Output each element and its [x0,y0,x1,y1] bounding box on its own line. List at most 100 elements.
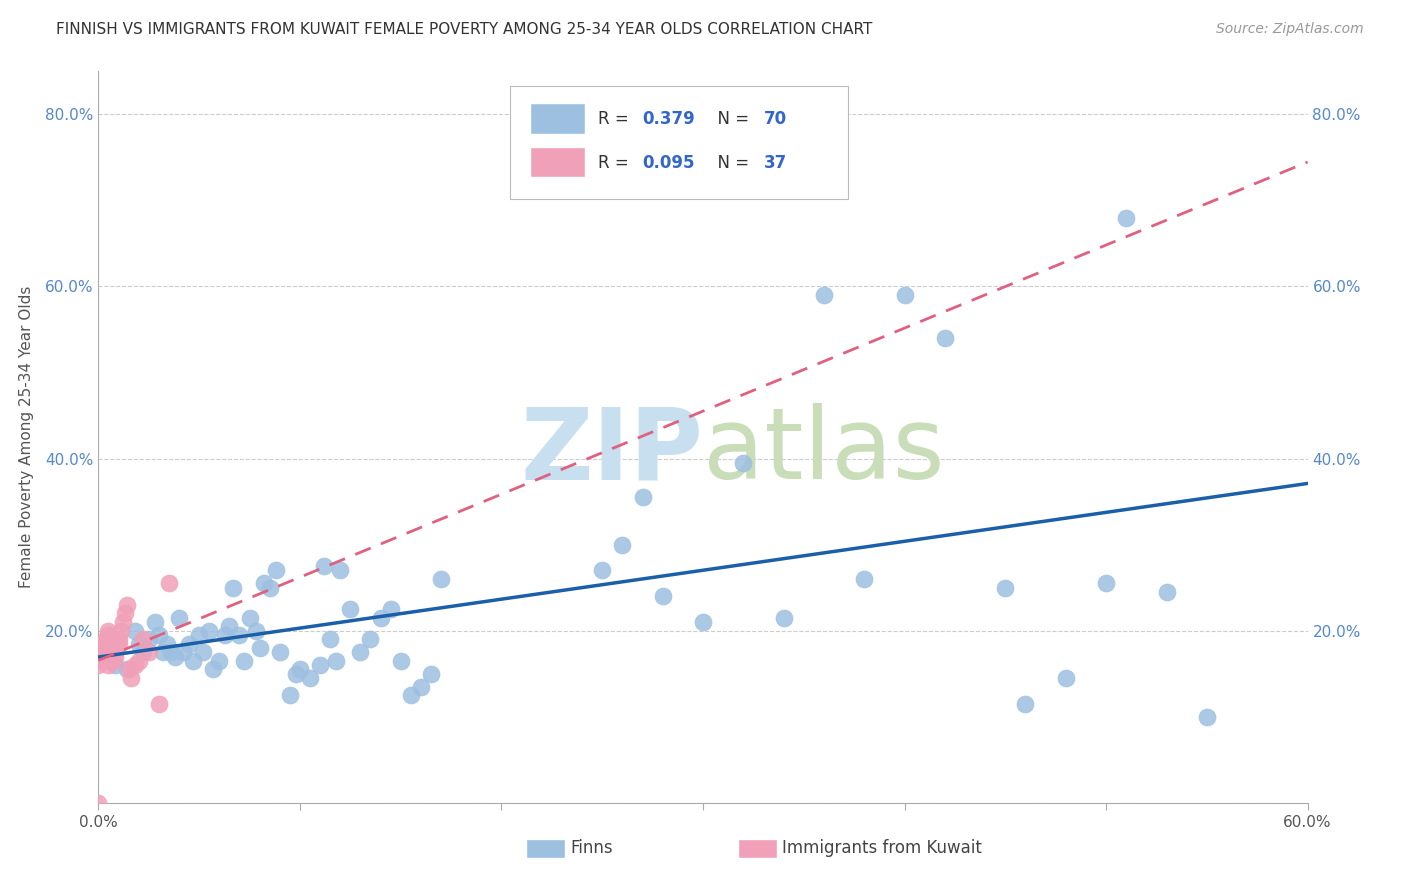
Point [91,640,114,655]
Point [339,602,361,616]
Point [167,611,190,625]
Point [389,654,412,668]
Point [325,654,347,668]
Text: N =: N = [707,153,754,172]
Point [360,632,382,647]
Point [591,564,613,578]
Point [115,598,138,612]
Point [284,666,307,681]
Point [103,649,125,664]
Y-axis label: Female Poverty Among 25-34 Year Olds: Female Poverty Among 25-34 Year Olds [18,286,34,588]
Point [222,581,245,595]
Point [198,624,221,638]
Point [156,637,179,651]
Point [110,624,132,638]
Point [87,640,110,655]
Point [772,611,794,625]
Text: R =: R = [598,153,634,172]
Point [100,649,122,664]
Point [253,576,276,591]
Point [87,658,110,673]
Point [93,637,115,651]
Point [370,611,392,625]
Point [87,649,110,664]
Point [87,654,110,668]
Point [138,632,160,647]
Point [103,658,125,673]
Point [733,456,755,470]
Point [1054,671,1077,685]
Point [249,640,271,655]
Point [239,611,262,625]
FancyBboxPatch shape [531,148,585,178]
Point [1115,211,1137,225]
Point [87,645,110,659]
Text: Source: ZipAtlas.com: Source: ZipAtlas.com [1216,22,1364,37]
Point [132,645,155,659]
Point [93,645,115,659]
Point [105,640,128,655]
Point [329,564,352,578]
Point [218,619,240,633]
Point [269,645,291,659]
Point [232,654,254,668]
Point [89,645,111,659]
Text: 0.379: 0.379 [643,110,696,128]
Point [87,651,110,665]
Point [1095,576,1118,591]
Point [124,658,146,673]
Point [994,581,1017,595]
Point [1014,697,1036,711]
Point [97,624,120,638]
Point [107,637,129,651]
Point [409,680,432,694]
Point [148,697,170,711]
Point [188,628,211,642]
Point [214,628,236,642]
Point [120,671,142,685]
Text: 70: 70 [763,110,786,128]
Point [692,615,714,629]
Point [128,654,150,668]
Text: Finns: Finns [569,839,613,857]
FancyBboxPatch shape [526,838,565,858]
Point [934,331,956,345]
Point [160,645,183,659]
Point [893,288,915,302]
Point [96,632,118,647]
Point [288,662,311,676]
Point [101,654,124,668]
Point [193,645,215,659]
Point [138,645,160,659]
Point [111,615,134,629]
Point [89,649,111,664]
Point [380,602,402,616]
Point [114,607,136,621]
Point [132,632,155,647]
FancyBboxPatch shape [738,838,776,858]
Point [202,662,225,676]
Point [430,572,453,586]
Text: 0.095: 0.095 [643,153,695,172]
Point [1156,585,1178,599]
Point [172,645,194,659]
Point [208,654,231,668]
Point [853,572,876,586]
Text: ZIP: ZIP [520,403,703,500]
Point [631,491,654,505]
Point [228,628,250,642]
Point [87,648,110,662]
Text: FINNISH VS IMMIGRANTS FROM KUWAIT FEMALE POVERTY AMONG 25-34 YEAR OLDS CORRELATI: FINNISH VS IMMIGRANTS FROM KUWAIT FEMALE… [56,22,873,37]
Point [651,589,673,603]
Point [100,654,122,668]
Point [128,637,150,651]
Text: 37: 37 [763,153,787,172]
Point [299,671,322,685]
FancyBboxPatch shape [531,104,585,134]
Text: Immigrants from Kuwait: Immigrants from Kuwait [782,839,981,857]
Point [157,576,180,591]
Point [103,645,125,659]
Point [309,658,332,673]
Point [420,666,443,681]
Point [118,662,141,676]
